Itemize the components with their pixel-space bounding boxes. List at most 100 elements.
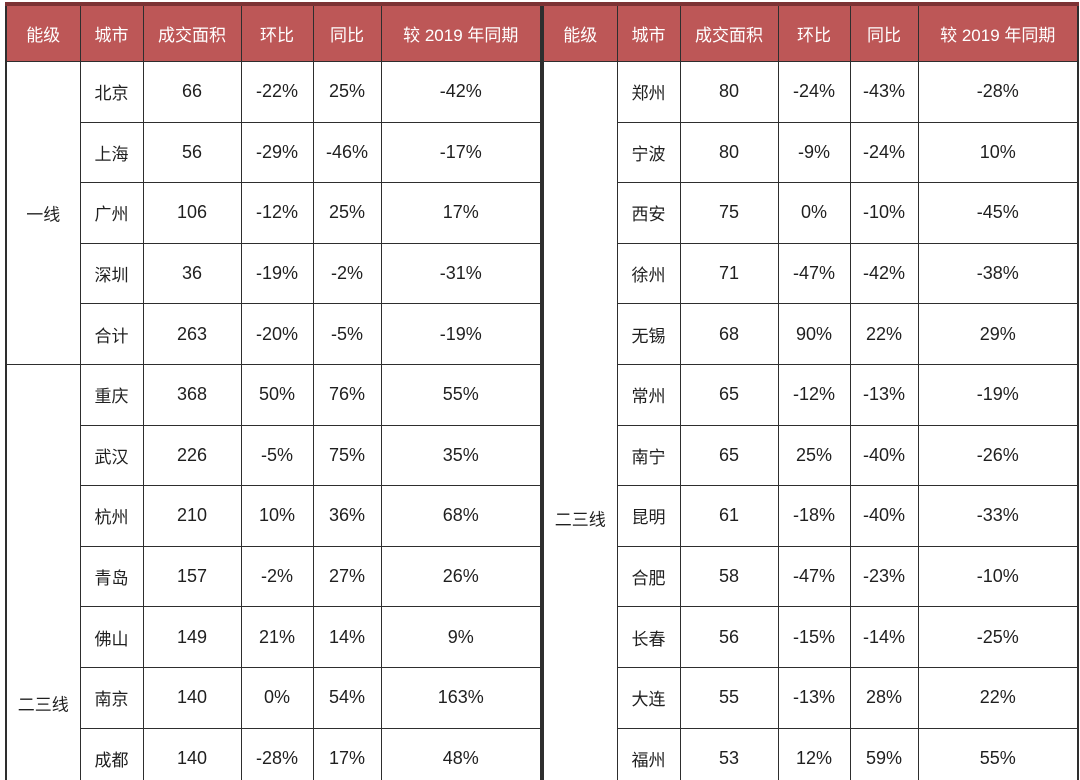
vs2019-cell: 48% (380, 727, 542, 780)
vs2019-cell: -19% (380, 303, 542, 365)
header-cell-vs2019: 较 2019 年同期 (917, 2, 1079, 62)
header-row: 能级 城市 成交面积 环比 同比较 2019 年同期 (5, 2, 542, 62)
area-cell: 71 (679, 242, 779, 305)
mom-cell: -5% (240, 424, 314, 487)
header-cell-city: 城市 (79, 2, 144, 62)
mom-cell: -12% (240, 182, 314, 244)
table-row: 二三线 郑州 80 -24% -43% -28% (542, 61, 1079, 780)
city-cell: 福州 (616, 727, 681, 780)
yoy-cell: -42% (849, 242, 919, 305)
city-cell: 无锡 (616, 303, 681, 365)
yoy-cell: -10% (849, 182, 919, 244)
area-cell: 36 (142, 242, 242, 305)
vs2019-cell: -26% (917, 424, 1079, 487)
city-cell: 成都 (79, 727, 144, 780)
table-row: 深圳 36 -19% -2% -31% (6, 242, 542, 305)
mom-cell: -20% (240, 303, 314, 365)
area-cell: 226 (142, 424, 242, 487)
city-cell: 佛山 (79, 606, 144, 668)
area-cell: 61 (679, 485, 779, 547)
mom-cell: 90% (777, 303, 851, 365)
vs2019-cell: -25% (917, 606, 1079, 668)
table-row: 二三线 重庆 368 50% 76% 55% (5, 363, 542, 780)
table-row: 宁波 80 -9% -24% 10% (543, 121, 1079, 184)
vs2019-cell: 35% (380, 424, 542, 487)
table-row: 长春 56 -15% -14% -25% (543, 606, 1079, 668)
header-cell-city: 城市 (616, 2, 681, 62)
mom-cell: -28% (240, 727, 314, 780)
area-cell: 210 (142, 485, 242, 547)
table-row: 徐州 71 -47% -42% -38% (543, 242, 1079, 305)
city-cell: 徐州 (616, 242, 681, 305)
header-cell-tier: 能级 (542, 2, 618, 62)
table-row: 武汉 226 -5% 75% 35% (6, 424, 542, 487)
city-cell: 常州 (616, 363, 681, 426)
vs2019-cell: -31% (380, 242, 542, 305)
vs2019-cell: 26% (380, 545, 542, 608)
area-cell: 263 (142, 303, 242, 365)
header-row: 能级 城市 成交面积 环比 同比较 2019 年同期 (542, 2, 1079, 62)
area-cell: 65 (679, 424, 779, 487)
yoy-cell: 25% (312, 182, 382, 244)
yoy-cell: 22% (849, 303, 919, 365)
vs2019-cell: 9% (380, 606, 542, 668)
city-cell: 南京 (79, 666, 144, 729)
table-row: 福州 53 12% 59% 55% (543, 727, 1079, 780)
mom-cell: 50% (240, 363, 314, 426)
mom-cell: -18% (777, 485, 851, 547)
mom-cell: -9% (777, 121, 851, 184)
table-row: 昆明 61 -18% -40% -33% (543, 485, 1079, 547)
header-cell-area: 成交面积 (679, 2, 779, 62)
vs2019-cell: 68% (380, 485, 542, 547)
yoy-cell: 28% (849, 666, 919, 729)
mom-cell: -2% (240, 545, 314, 608)
yoy-cell: -5% (312, 303, 382, 365)
area-cell: 80 (679, 121, 779, 184)
yoy-cell: -13% (849, 363, 919, 426)
city-cell: 广州 (79, 182, 144, 244)
yoy-cell: -40% (849, 424, 919, 487)
area-cell: 140 (142, 666, 242, 729)
table-row: 青岛 157 -2% 27% 26% (6, 545, 542, 608)
area-cell: 56 (679, 606, 779, 668)
table-row: 常州 65 -12% -13% -19% (543, 363, 1079, 426)
city-cell: 西安 (616, 182, 681, 244)
area-cell: 80 (679, 61, 779, 123)
table-row: 无锡 68 90% 22% 29% (543, 303, 1079, 365)
vs2019-cell: -33% (917, 485, 1079, 547)
city-cell: 北京 (79, 61, 144, 123)
tier-cell: 二三线 (5, 363, 81, 780)
vs2019-cell: -17% (380, 121, 542, 184)
header-cell-mom: 环比 (777, 2, 851, 62)
mom-cell: -19% (240, 242, 314, 305)
tier-cell: 一线 (5, 61, 81, 365)
header-cell-mom: 环比 (240, 2, 314, 62)
area-cell: 157 (142, 545, 242, 608)
city-cell: 昆明 (616, 485, 681, 547)
yoy-cell: 75% (312, 424, 382, 487)
yoy-cell: 17% (312, 727, 382, 780)
table-row: 西安 75 0% -10% -45% (543, 182, 1079, 244)
yoy-cell: -24% (849, 121, 919, 184)
table-row: 成都 140 -28% 17% 48% (6, 727, 542, 780)
vs2019-cell: -38% (917, 242, 1079, 305)
city-cell: 上海 (79, 121, 144, 184)
table-pair-container: 能级 城市 成交面积 环比 同比较 2019 年同期 一线 北京 66 -22% 25% -42% 上… (5, 2, 1079, 780)
table-row: 合肥 58 -47% -23% -10% (543, 545, 1079, 608)
yoy-cell: -2% (312, 242, 382, 305)
mom-cell: -47% (777, 545, 851, 608)
data-table-left: 能级 城市 成交面积 环比 同比较 2019 年同期 一线 北京 66 -22% 25% -42% 上… (5, 2, 542, 780)
table-row: 南京 140 0% 54% 163% (6, 666, 542, 729)
city-cell: 武汉 (79, 424, 144, 487)
header-cell-vs2019: 较 2019 年同期 (380, 2, 542, 62)
table-row: 上海 56 -29% -46% -17% (6, 121, 542, 184)
tier-cell: 二三线 (542, 61, 618, 780)
city-cell: 深圳 (79, 242, 144, 305)
city-cell: 合计 (79, 303, 144, 365)
yoy-cell: 59% (849, 727, 919, 780)
yoy-cell: 36% (312, 485, 382, 547)
vs2019-cell: -42% (380, 61, 542, 123)
city-cell: 青岛 (79, 545, 144, 608)
yoy-cell: 25% (312, 61, 382, 123)
